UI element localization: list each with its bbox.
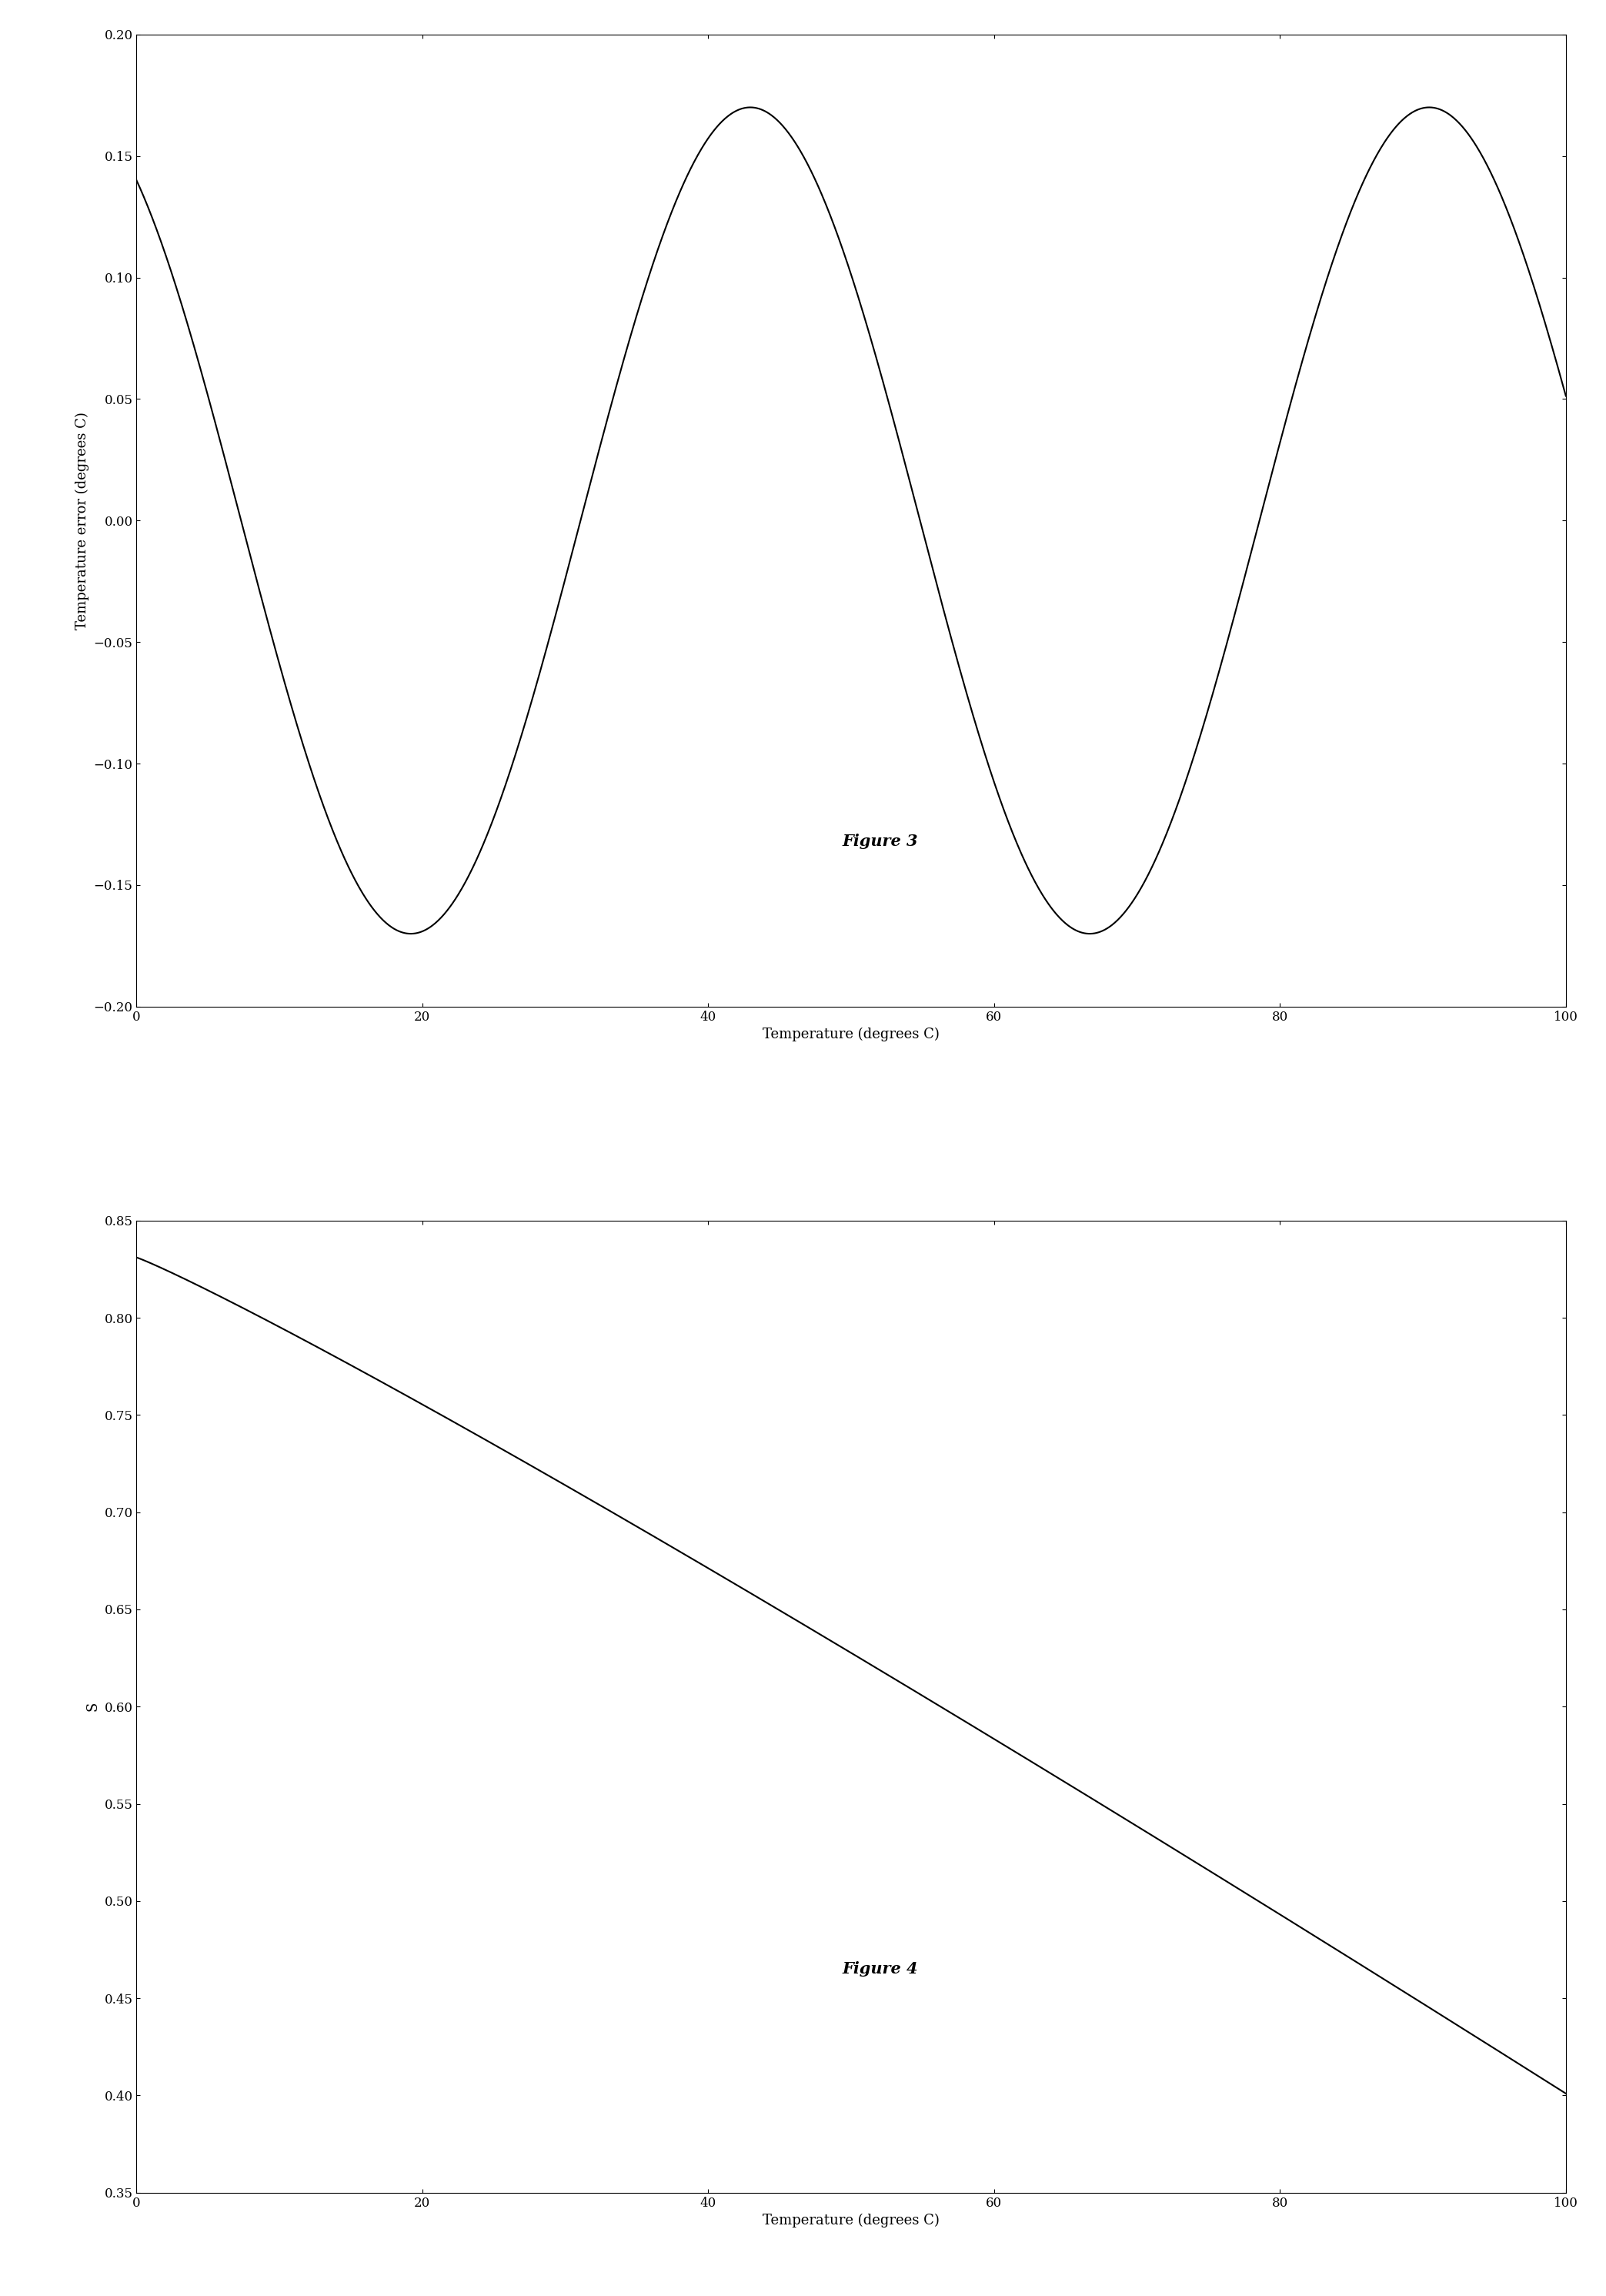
Y-axis label: Temperature error (degrees C): Temperature error (degrees C) bbox=[75, 411, 90, 629]
Text: Figure 3: Figure 3 bbox=[842, 833, 917, 850]
X-axis label: Temperature (degrees C): Temperature (degrees C) bbox=[763, 2213, 940, 2227]
X-axis label: Temperature (degrees C): Temperature (degrees C) bbox=[763, 1029, 940, 1042]
Y-axis label: S: S bbox=[87, 1701, 100, 1711]
Text: Figure 4: Figure 4 bbox=[842, 1961, 917, 1977]
